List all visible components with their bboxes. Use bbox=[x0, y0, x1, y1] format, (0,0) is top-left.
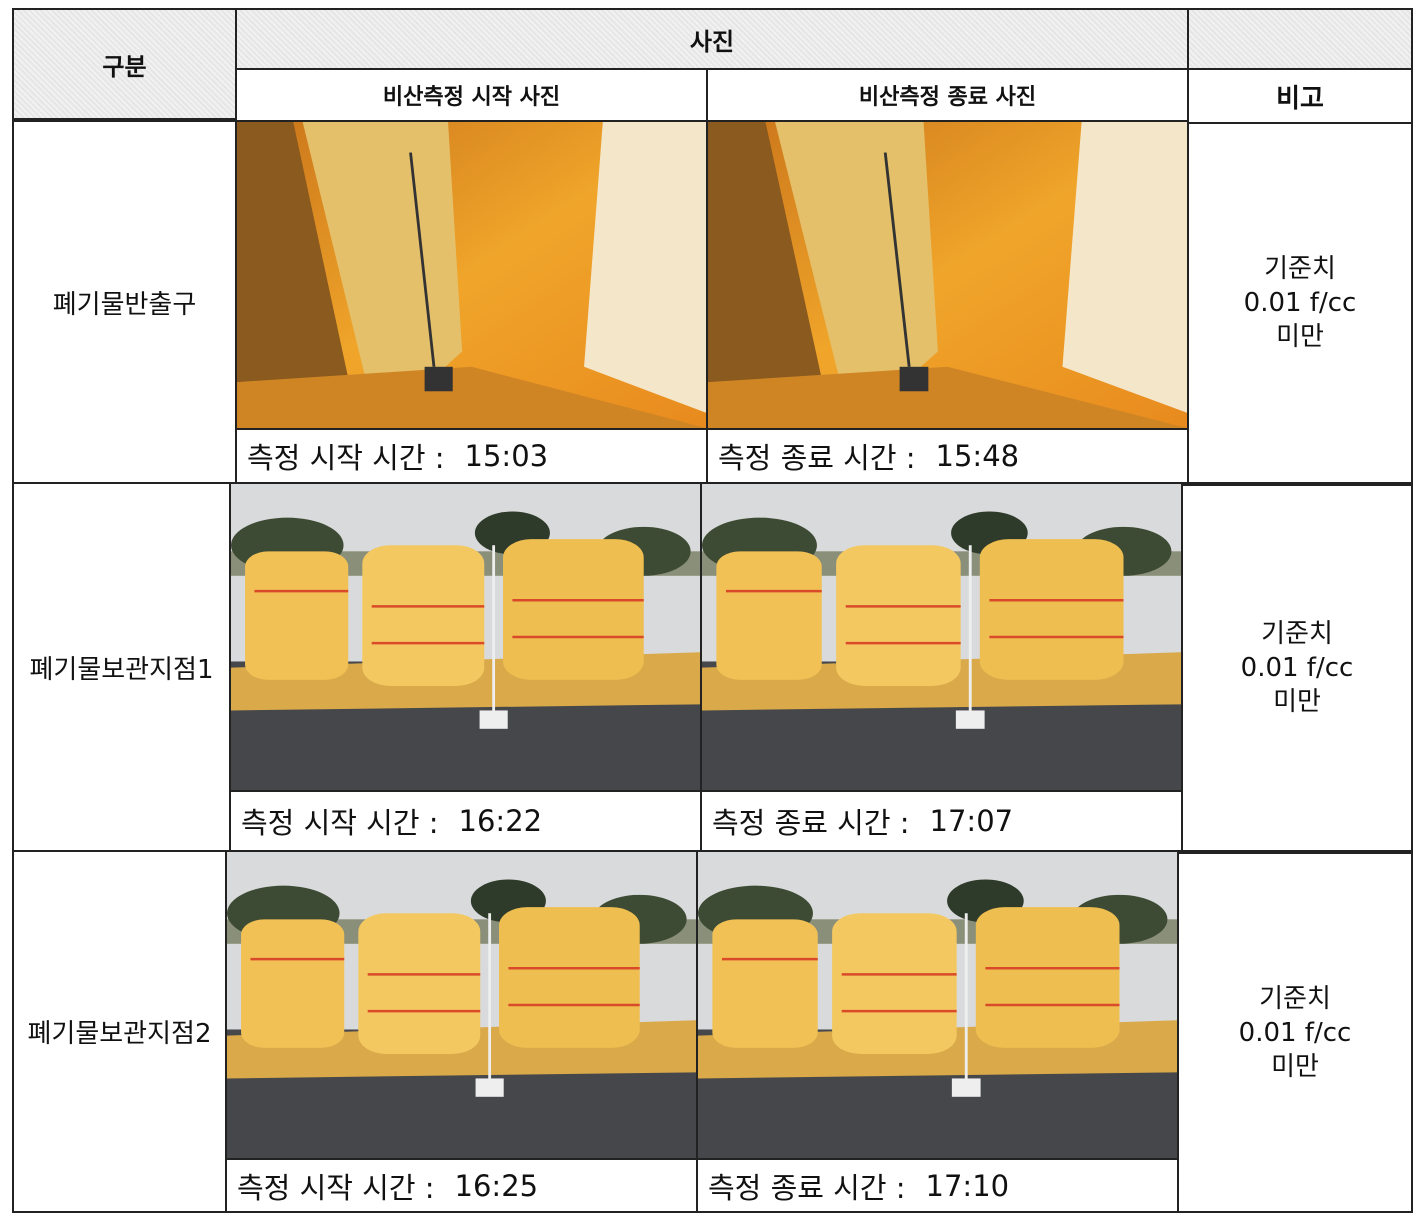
caption-text: 측정 시작 시간 : bbox=[247, 441, 445, 475]
remark-line: 기준치 bbox=[1259, 983, 1331, 1014]
header-blank bbox=[1187, 8, 1413, 70]
caption-time: 15:03 bbox=[464, 439, 549, 473]
row-label: 폐기물보관지점2 bbox=[12, 850, 227, 1213]
photo bbox=[225, 850, 698, 1160]
remark-line: 기준치 bbox=[1264, 254, 1336, 284]
caption-text: 측정 종료 시간 : bbox=[712, 806, 910, 840]
caption-time: 16:22 bbox=[458, 804, 543, 838]
header-start: 비산측정 시작 사진 bbox=[235, 68, 708, 122]
photo bbox=[229, 482, 702, 792]
remark-line: 0.01 f/cc bbox=[1238, 1017, 1352, 1048]
caption-text: 측정 종료 시간 : bbox=[718, 441, 916, 475]
remark-line: 미만 bbox=[1273, 687, 1321, 717]
caption-text: 측정 시작 시간 : bbox=[237, 1170, 435, 1205]
remarks-cell: 기준치 0.01 f/cc 미만 bbox=[1177, 852, 1413, 1213]
photo bbox=[706, 120, 1189, 430]
row-label: 폐기물보관지점1 bbox=[12, 482, 231, 852]
header-photos: 사진 bbox=[235, 8, 1189, 70]
photo-caption: 측정 종료 시간 : 17:10 bbox=[696, 1158, 1179, 1213]
remarks-cell: 기준치 0.01 f/cc 미만 bbox=[1187, 122, 1413, 484]
row-label: 폐기물반출구 bbox=[12, 120, 237, 484]
remark-line: 미만 bbox=[1276, 322, 1324, 352]
photo-caption: 측정 시작 시간 : 16:25 bbox=[225, 1158, 698, 1213]
caption-text: 측정 종료 시간 : bbox=[708, 1170, 906, 1205]
header-category: 구분 bbox=[12, 8, 237, 120]
photo bbox=[235, 120, 708, 430]
photo-caption: 측정 시작 시간 : 16:22 bbox=[229, 790, 702, 852]
caption-time: 17:07 bbox=[929, 804, 1014, 838]
photo-caption: 측정 종료 시간 : 15:48 bbox=[706, 428, 1189, 484]
caption-time: 17:10 bbox=[925, 1168, 1010, 1203]
caption-time: 15:48 bbox=[935, 439, 1020, 473]
caption-time: 16:25 bbox=[454, 1168, 539, 1203]
remarks-cell: 기준치 0.01 f/cc 미만 bbox=[1181, 484, 1413, 852]
photo bbox=[696, 850, 1179, 1160]
remark-line: 기준치 bbox=[1261, 619, 1333, 649]
caption-text: 측정 시작 시간 : bbox=[241, 806, 439, 840]
header-end: 비산측정 종료 사진 bbox=[706, 68, 1189, 122]
photo-caption: 측정 종료 시간 : 17:07 bbox=[700, 790, 1183, 852]
header-remarks: 비고 bbox=[1187, 68, 1413, 124]
remark-line: 0.01 f/cc bbox=[1243, 288, 1357, 318]
remark-line: 0.01 f/cc bbox=[1240, 653, 1354, 683]
photo bbox=[700, 482, 1183, 792]
photo-caption: 측정 시작 시간 : 15:03 bbox=[235, 428, 708, 484]
remark-line: 미만 bbox=[1271, 1051, 1319, 1082]
